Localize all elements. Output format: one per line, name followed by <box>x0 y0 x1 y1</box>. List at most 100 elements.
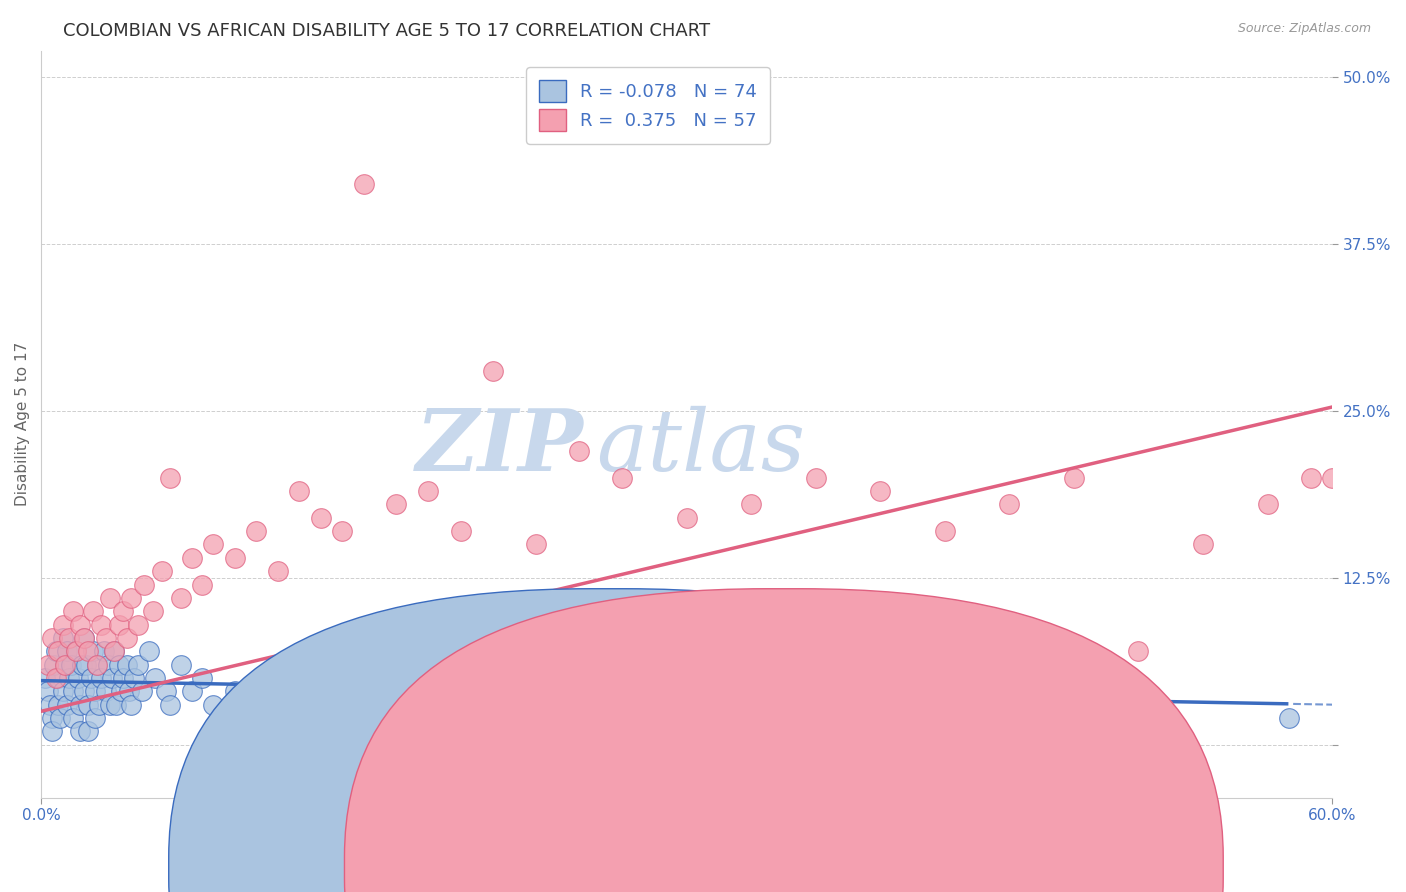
Text: Colombians: Colombians <box>626 858 724 876</box>
Point <box>53 657 76 672</box>
Point <box>245 524 267 538</box>
Point <box>138 644 160 658</box>
Point <box>34 671 56 685</box>
Point <box>97 657 120 672</box>
Point <box>52 631 75 645</box>
Point <box>82 604 104 618</box>
Point <box>62 684 84 698</box>
Point <box>66 671 89 685</box>
Point <box>42 657 65 672</box>
Text: ZIP: ZIP <box>415 405 583 489</box>
Point <box>89 698 111 712</box>
Point <box>848 711 870 725</box>
Point <box>998 698 1021 712</box>
Point <box>56 644 79 658</box>
Point <box>122 671 145 685</box>
Point <box>41 711 63 725</box>
Text: COLOMBIAN VS AFRICAN DISABILITY AGE 5 TO 17 CORRELATION CHART: COLOMBIAN VS AFRICAN DISABILITY AGE 5 TO… <box>63 22 710 40</box>
Point <box>150 564 173 578</box>
Point <box>77 698 100 712</box>
Point <box>75 657 97 672</box>
Point <box>418 657 440 672</box>
Text: Source: ZipAtlas.com: Source: ZipAtlas.com <box>1237 22 1371 36</box>
Point <box>90 617 112 632</box>
Point <box>52 617 75 632</box>
Point <box>934 524 956 538</box>
Point <box>155 684 177 698</box>
Point <box>170 591 193 605</box>
Point <box>804 471 827 485</box>
Point <box>110 684 132 698</box>
Point <box>115 657 138 672</box>
Point <box>740 498 762 512</box>
Point <box>610 471 633 485</box>
Point <box>58 671 80 685</box>
Point <box>934 684 956 698</box>
Point <box>353 684 375 698</box>
Point <box>111 604 134 618</box>
Point <box>77 644 100 658</box>
Point <box>1128 644 1150 658</box>
Point <box>62 604 84 618</box>
Point <box>121 698 143 712</box>
Point <box>309 510 332 524</box>
Point <box>1257 498 1279 512</box>
Point <box>115 631 138 645</box>
Point <box>65 644 87 658</box>
Point <box>94 684 117 698</box>
Point <box>524 537 547 551</box>
Point <box>224 550 246 565</box>
Point <box>86 657 108 672</box>
Point <box>101 671 124 685</box>
Point <box>52 684 75 698</box>
Point <box>90 671 112 685</box>
Point <box>69 698 91 712</box>
Point <box>83 711 105 725</box>
Point <box>45 644 67 658</box>
Point <box>1128 724 1150 739</box>
Point <box>103 644 125 658</box>
Point <box>127 657 149 672</box>
Point <box>202 537 225 551</box>
Point <box>93 644 115 658</box>
Point <box>45 671 67 685</box>
Point <box>1299 471 1322 485</box>
Point <box>180 684 202 698</box>
Point <box>1192 537 1215 551</box>
Point <box>288 484 311 499</box>
Text: Africans: Africans <box>810 858 877 876</box>
Point <box>107 657 129 672</box>
Point <box>131 684 153 698</box>
Point <box>103 644 125 658</box>
Point <box>65 644 87 658</box>
Point <box>1320 471 1343 485</box>
Point <box>83 684 105 698</box>
Point <box>245 698 267 712</box>
Point <box>482 671 505 685</box>
Point <box>49 711 72 725</box>
Point <box>353 177 375 191</box>
Point <box>60 657 83 672</box>
Point <box>98 591 121 605</box>
Point <box>69 617 91 632</box>
Point <box>568 698 591 712</box>
Point <box>191 671 214 685</box>
Point <box>73 631 96 645</box>
Point <box>568 444 591 458</box>
Point <box>70 657 93 672</box>
Point <box>82 644 104 658</box>
Point <box>37 657 59 672</box>
Point <box>127 617 149 632</box>
Point <box>288 671 311 685</box>
Point <box>41 724 63 739</box>
Point <box>98 698 121 712</box>
Point <box>143 671 166 685</box>
Point <box>37 684 59 698</box>
Point <box>62 711 84 725</box>
Point <box>482 364 505 378</box>
Y-axis label: Disability Age 5 to 17: Disability Age 5 to 17 <box>15 343 30 507</box>
Point <box>53 657 76 672</box>
Point <box>58 631 80 645</box>
Point <box>633 684 655 698</box>
Point <box>73 684 96 698</box>
